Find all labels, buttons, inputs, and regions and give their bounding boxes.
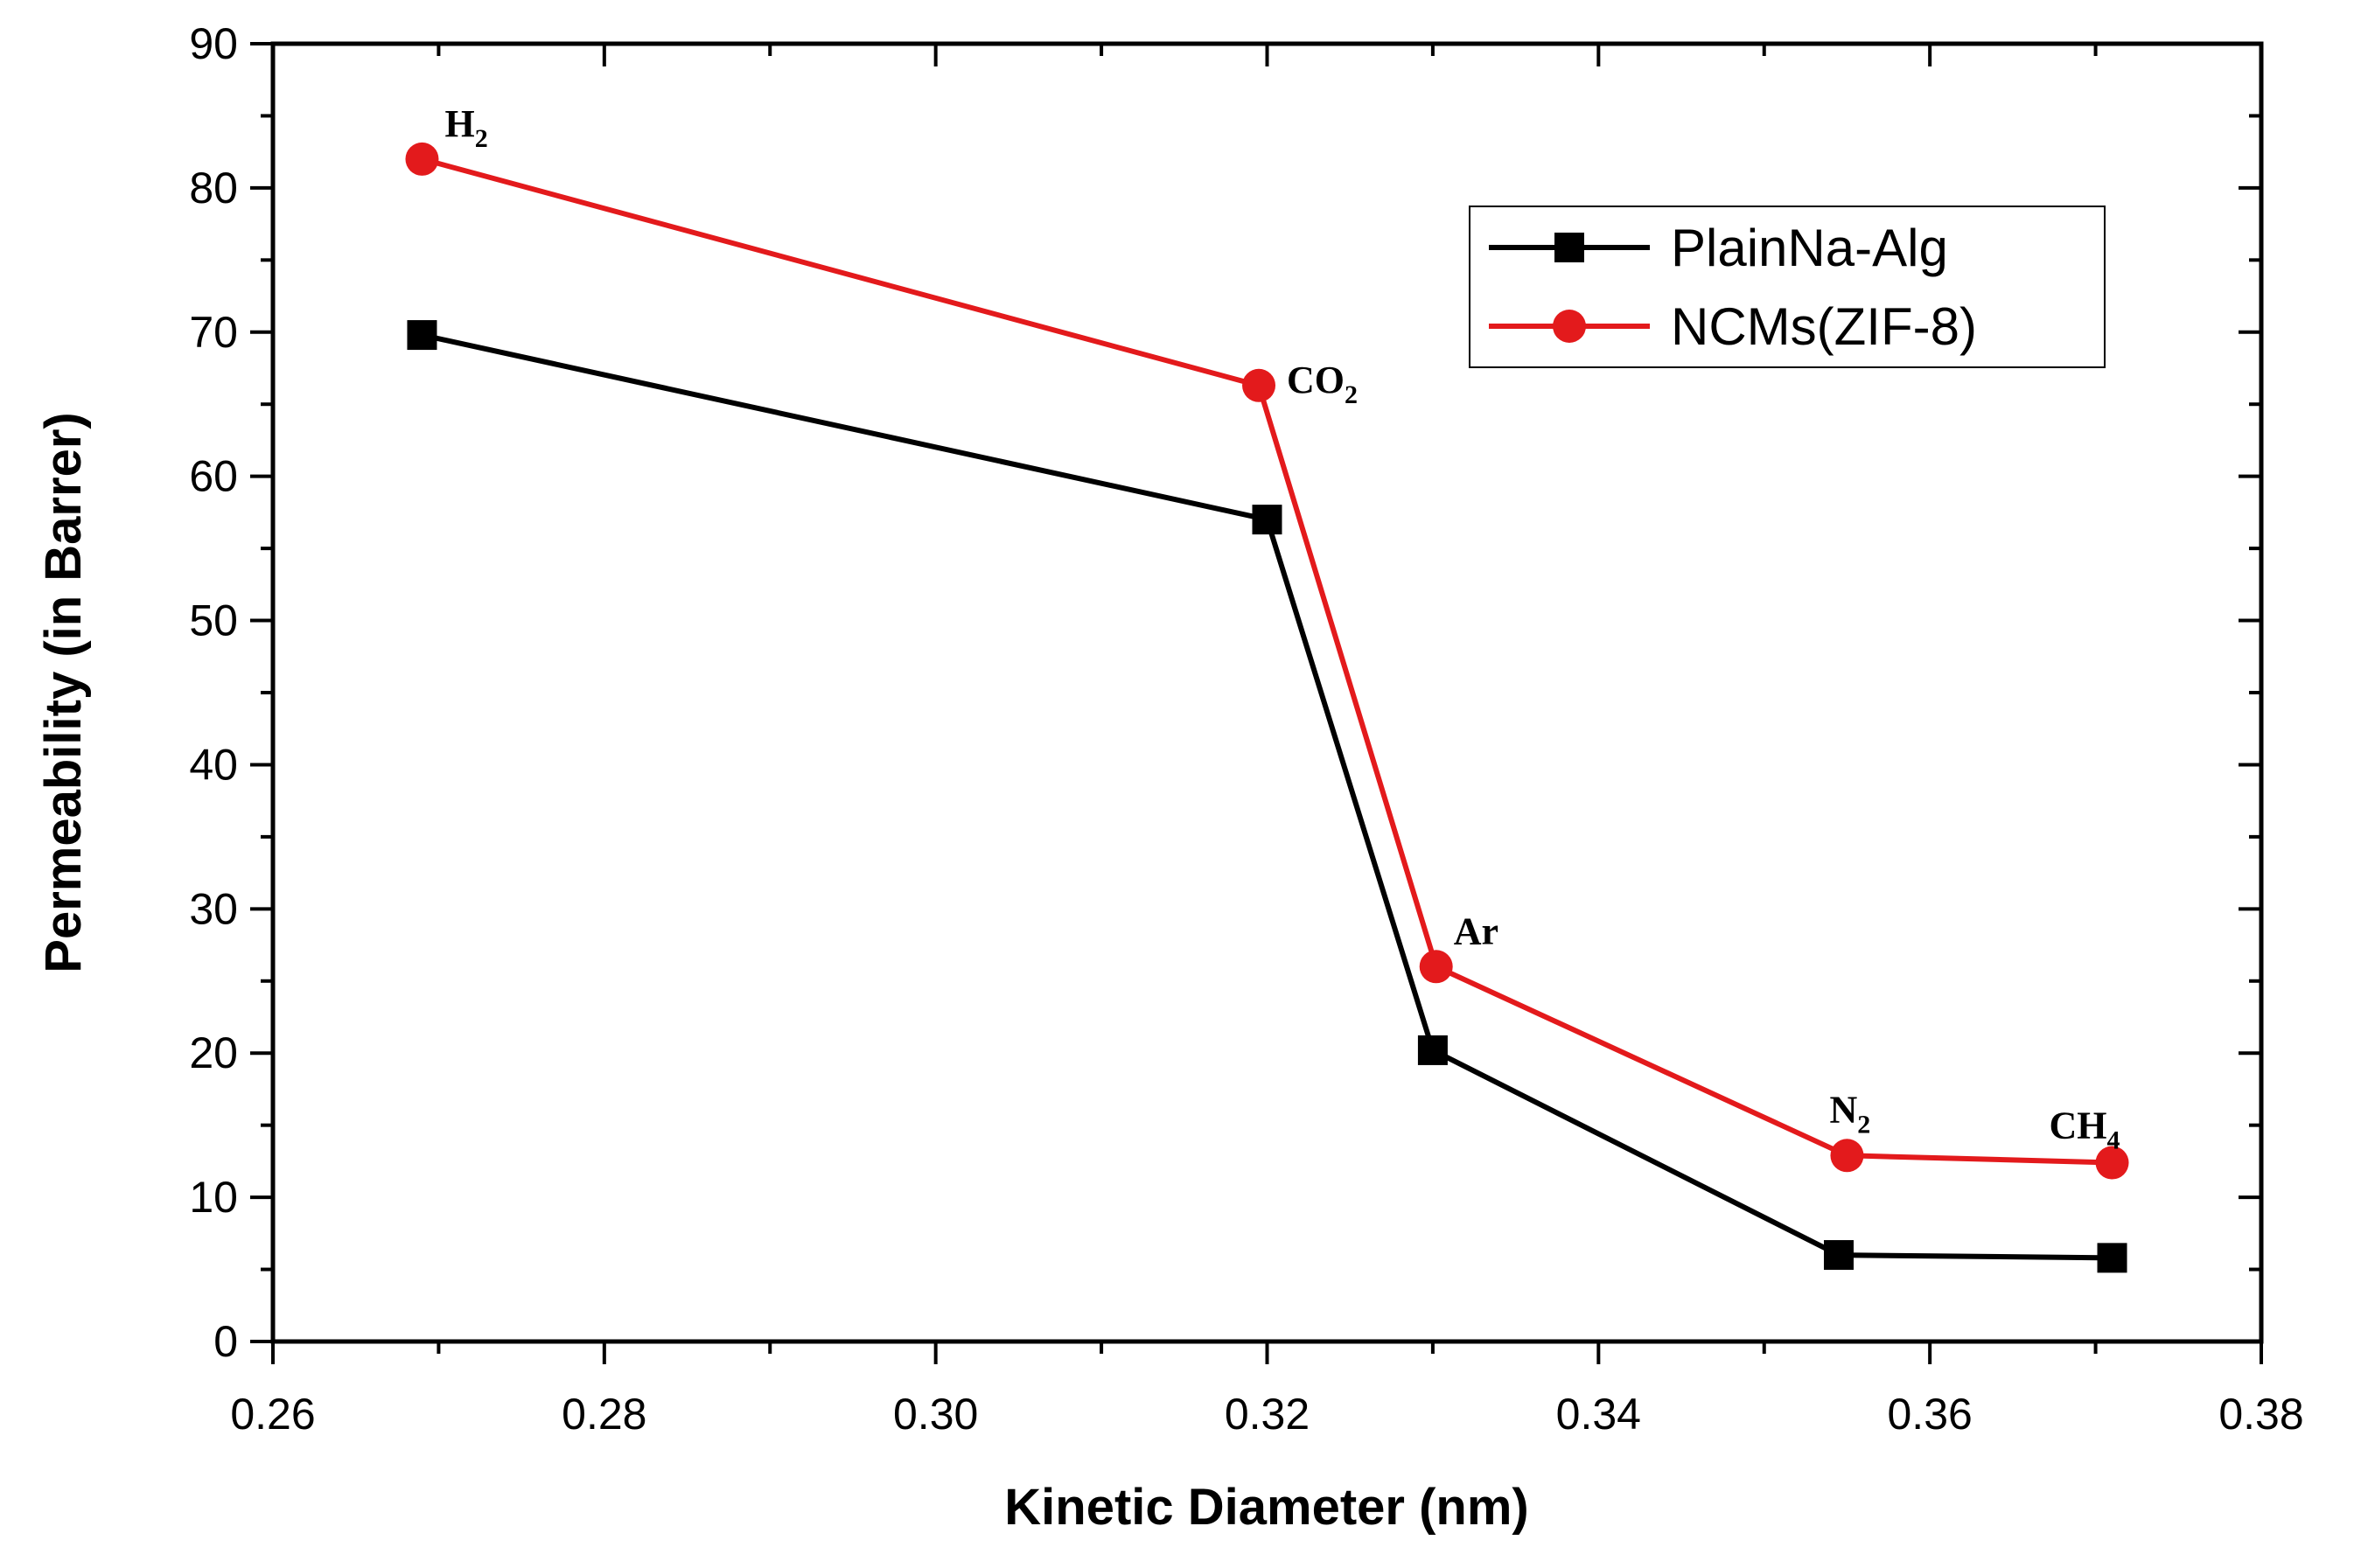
legend-label-plain: PlainNa-Alg (1671, 219, 1948, 277)
data-point-plain (2097, 1243, 2127, 1273)
y-tick-label: 0 (213, 1317, 238, 1366)
x-tick-label: 0.32 (1225, 1390, 1310, 1439)
y-tick-label: 80 (189, 164, 238, 213)
x-tick-label: 0.26 (230, 1390, 315, 1439)
gas-label-subscript: 2 (475, 124, 488, 153)
gas-label-subscript: 4 (2107, 1126, 2120, 1155)
x-tick-label: 0.36 (1888, 1390, 1973, 1439)
x-tick-label: 0.28 (562, 1390, 646, 1439)
data-point-plain (407, 320, 437, 351)
y-tick-label: 40 (189, 740, 238, 789)
gas-label-base: N (1829, 1088, 1857, 1131)
tick-labels: 0.26 0.28 0.30 0.32 0.34 0.36 0.38 0 10 20 30 40 50 6… (189, 19, 2303, 1439)
gas-label-subscript: 2 (1345, 380, 1358, 409)
y-tick-label: 20 (189, 1028, 238, 1077)
gas-label-ar: Ar (1454, 909, 1498, 952)
gas-label-co2: CO2 (1287, 359, 1358, 409)
y-tick-label: 50 (189, 596, 238, 645)
y-tick-label: 70 (189, 308, 238, 357)
gas-label-base: H (444, 102, 474, 145)
gas-label-ch4: CH4 (2050, 1105, 2120, 1155)
gas-label-h2: H2 (444, 102, 487, 153)
data-point-plain (1252, 505, 1282, 535)
y-tick-label: 90 (189, 19, 238, 68)
y-tick-label: 10 (189, 1173, 238, 1222)
legend-marker-plain (1554, 233, 1584, 262)
series-layer (405, 142, 2129, 1273)
data-point-ncm (1830, 1139, 1864, 1173)
gas-label-base: Ar (1454, 909, 1498, 952)
y-tick-label: 30 (189, 884, 238, 933)
data-point-plain (1417, 1035, 1448, 1065)
legend: PlainNa-Alg NCMs(ZIF-8) (1469, 206, 2106, 368)
gas-label-n2: N2 (1829, 1088, 1870, 1139)
x-tick-label: 0.34 (1556, 1390, 1641, 1439)
x-tick-label: 0.38 (2218, 1390, 2303, 1439)
gas-label-subscript: 2 (1857, 1110, 1870, 1139)
gas-label-base: CO (1287, 359, 1345, 401)
x-tick-label: 0.30 (893, 1390, 978, 1439)
y-tick-label: 60 (189, 452, 238, 501)
data-point-ncm (405, 142, 439, 176)
data-point-ncm (1419, 950, 1453, 984)
y-axis-title: Permeability (in Barrer) (35, 412, 92, 972)
plot-frame (270, 41, 2264, 1344)
legend-label-ncm: NCMs(ZIF-8) (1671, 297, 1977, 356)
data-point-plain (1823, 1240, 1854, 1271)
gas-label-base: CH (2050, 1105, 2107, 1147)
data-point-ncm (1242, 368, 1276, 402)
x-axis-title: Kinetic Diameter (nm) (1004, 1479, 1528, 1536)
data-point-ncm (2095, 1146, 2129, 1180)
legend-marker-ncm (1553, 310, 1586, 343)
